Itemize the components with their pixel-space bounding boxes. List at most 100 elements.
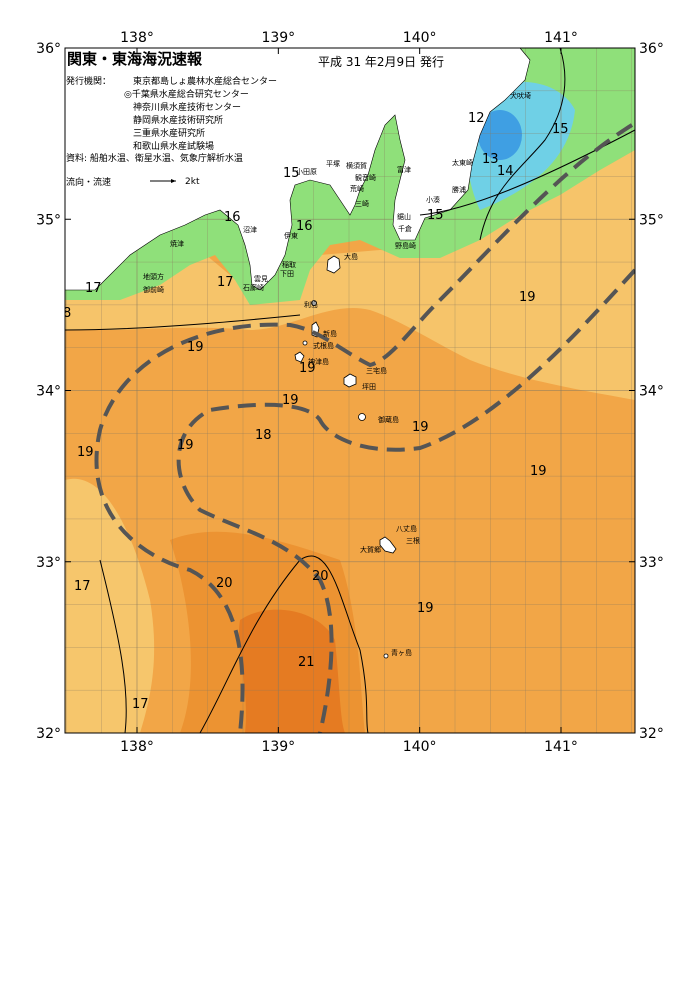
isotherm	[99, 559, 127, 733]
contour-label: 15	[552, 122, 569, 137]
lon-tick-label: 141°	[544, 739, 578, 755]
island	[383, 653, 389, 659]
place-name: 三根	[406, 536, 420, 545]
sea-transition	[65, 150, 635, 400]
contour-label: 19	[187, 340, 204, 355]
issuer: 和歌山県水産試験場	[133, 140, 214, 152]
issuer: ◎千葉県水産総合研究センター	[124, 88, 249, 100]
contour-label: 15	[427, 208, 444, 223]
lon-tick-label: 140°	[403, 739, 437, 755]
contour-label: 19	[519, 290, 536, 305]
place-name: 太東崎	[452, 158, 473, 167]
place-name: 雲見	[254, 275, 268, 283]
lon-tick-label: 141°	[544, 30, 578, 46]
islands	[294, 255, 397, 659]
lat-tick-label: 34°	[639, 384, 664, 400]
kuroshio	[94, 123, 635, 733]
sea-coldest	[478, 110, 522, 160]
legend-arrowhead	[171, 179, 176, 183]
lat-tick-label: 36°	[36, 41, 61, 57]
contour-label: 19	[177, 438, 194, 453]
island	[311, 300, 317, 306]
header: 関東・東海海況速報 平成 31 年2月9日 発行 発行機関： 東京都島しょ農林水…	[66, 50, 444, 188]
contour-label: 19	[417, 601, 434, 616]
lon-tick-label: 139°	[261, 739, 295, 755]
contour-label: 19	[77, 445, 94, 460]
contour-label: 16	[224, 210, 241, 225]
place-name: 式根島	[313, 341, 334, 350]
place-name: 伊東	[284, 231, 298, 240]
contour-label: 16	[296, 219, 313, 234]
island	[358, 413, 366, 421]
place-name: 御前崎	[143, 285, 164, 294]
place-name: 小田原	[296, 167, 317, 176]
sources: 資料: 船舶水温、衛星水温、気象庁解析水温	[66, 152, 243, 164]
place-name: 荒崎	[350, 184, 364, 193]
place-name: 富津	[397, 165, 411, 174]
place-name: 千倉	[398, 224, 412, 233]
contour-label: 17	[217, 275, 234, 290]
lat-tick-label: 32°	[36, 726, 61, 742]
island	[302, 340, 308, 346]
lat-tick-label: 34°	[36, 384, 61, 400]
issuer: 静岡県水産技術研究所	[133, 114, 223, 126]
island	[343, 373, 357, 388]
lon-tick-label: 138°	[120, 739, 154, 755]
title: 関東・東海海況速報	[67, 50, 203, 68]
place-name: 三宅島	[366, 366, 387, 375]
kuroshio-edge	[94, 123, 634, 733]
island	[294, 351, 305, 363]
place-name: 犬吠埼	[510, 91, 531, 100]
contour-label: 13	[482, 152, 499, 167]
contour-label: 17	[74, 579, 91, 594]
isotherm	[199, 555, 369, 733]
issuer: 三重県水産研究所	[133, 127, 205, 139]
lon-tick-label: 139°	[261, 30, 295, 46]
isotherm	[65, 314, 301, 331]
contour-label: 20	[216, 576, 233, 591]
place-name: 大島	[344, 252, 358, 261]
lat-tick-label: 32°	[639, 726, 664, 742]
place-name: 利島	[304, 300, 318, 309]
place-name: 三崎	[355, 199, 369, 208]
contour-label: 12	[468, 111, 485, 126]
current-scale: 2kt	[185, 177, 200, 187]
contour-label: 8	[63, 306, 71, 321]
lat-tick-label: 33°	[36, 555, 61, 571]
contour-label: 17	[85, 281, 102, 296]
contour-label: 15	[283, 166, 300, 181]
contour-label: 17	[132, 697, 149, 712]
place-name: 新島	[323, 329, 337, 338]
place-name: 野島崎	[395, 241, 416, 250]
contour-label: 19	[412, 420, 429, 435]
place-name: 沼津	[243, 225, 257, 234]
place-name: 青ヶ島	[391, 648, 412, 657]
place-name: 御蔵島	[378, 415, 399, 424]
place-name: 観音崎	[355, 173, 376, 182]
issuer: 神奈川県水産技術センター	[133, 101, 241, 113]
issuer-label: 発行機関：	[66, 75, 111, 87]
kuroshio-edge	[176, 268, 635, 733]
sea-cool-west	[65, 478, 155, 733]
place-name: 勝浦	[452, 185, 466, 194]
lat-tick-label: 35°	[36, 212, 61, 228]
contour-label: 21	[298, 655, 315, 670]
axis-labels: 138° 138° 139° 139° 140° 140° 141° 141° 36° 36° 35…	[36, 30, 664, 755]
lat-tick-label: 36°	[639, 41, 664, 57]
contour-label: 14	[497, 164, 514, 179]
lat-tick-label: 35°	[639, 212, 664, 228]
land	[65, 48, 531, 291]
isotherm	[479, 48, 566, 241]
place-name: 地頭方	[143, 272, 164, 281]
place-name: 神津島	[308, 357, 329, 366]
issuer: 東京都島しょ農林水産総合センター	[133, 75, 277, 87]
place-name: 八丈島	[396, 524, 417, 533]
map-area: 犬吠埼 太東崎 勝浦 小湊 鋸山 千倉 野島崎 富津 横須賀 観音崎 平塚 荒崎…	[63, 48, 635, 733]
island	[379, 536, 397, 554]
current-legend: 流向・流速	[66, 176, 111, 188]
place-name: 横須賀	[346, 161, 367, 170]
lat-tick-label: 33°	[639, 555, 664, 571]
place-name: 焼津	[170, 239, 184, 248]
contour-label: 19	[530, 464, 547, 479]
